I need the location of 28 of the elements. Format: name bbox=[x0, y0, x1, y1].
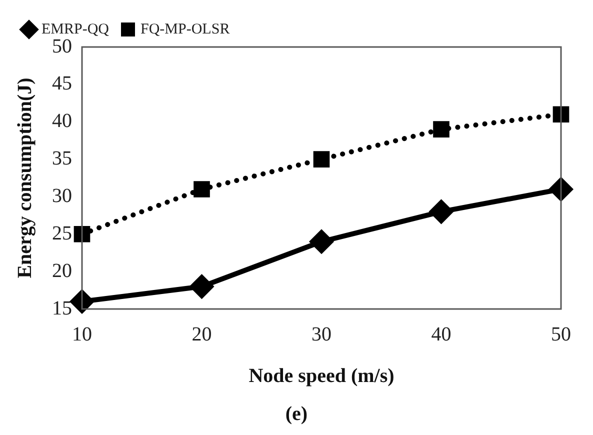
point bbox=[552, 106, 570, 123]
point bbox=[70, 290, 94, 314]
y-tick-label: 30 bbox=[52, 184, 72, 207]
y-tick-label: 40 bbox=[52, 110, 72, 132]
point bbox=[433, 121, 450, 138]
x-tick-label: 40 bbox=[431, 323, 452, 346]
point bbox=[194, 181, 210, 198]
y-tick-label: 50 bbox=[52, 35, 72, 58]
y-axis-title: Energy consumption(J) bbox=[14, 78, 36, 278]
x-axis-title: Node speed (m/s) bbox=[248, 365, 394, 388]
y-tick-label: 20 bbox=[52, 260, 72, 282]
x-tick-label: 10 bbox=[72, 323, 92, 346]
point bbox=[313, 151, 330, 168]
y-tick-label: 15 bbox=[52, 297, 72, 320]
text: (e) bbox=[284, 403, 309, 426]
point bbox=[74, 226, 90, 242]
point bbox=[430, 200, 453, 224]
y-tick-label: 25 bbox=[52, 222, 72, 244]
y-tick-label: 45 bbox=[52, 72, 72, 95]
y-tick-label: 35 bbox=[52, 148, 72, 170]
x-tick-label: 20 bbox=[192, 323, 212, 346]
legend-label: EMRP-QQ bbox=[42, 21, 110, 38]
x-tick-label: 50 bbox=[551, 323, 571, 346]
point bbox=[550, 178, 572, 201]
point bbox=[190, 275, 214, 298]
point bbox=[310, 230, 333, 254]
legend-label: FQ-MP-OLSR bbox=[140, 21, 230, 38]
x-tick-label: 30 bbox=[312, 323, 332, 346]
